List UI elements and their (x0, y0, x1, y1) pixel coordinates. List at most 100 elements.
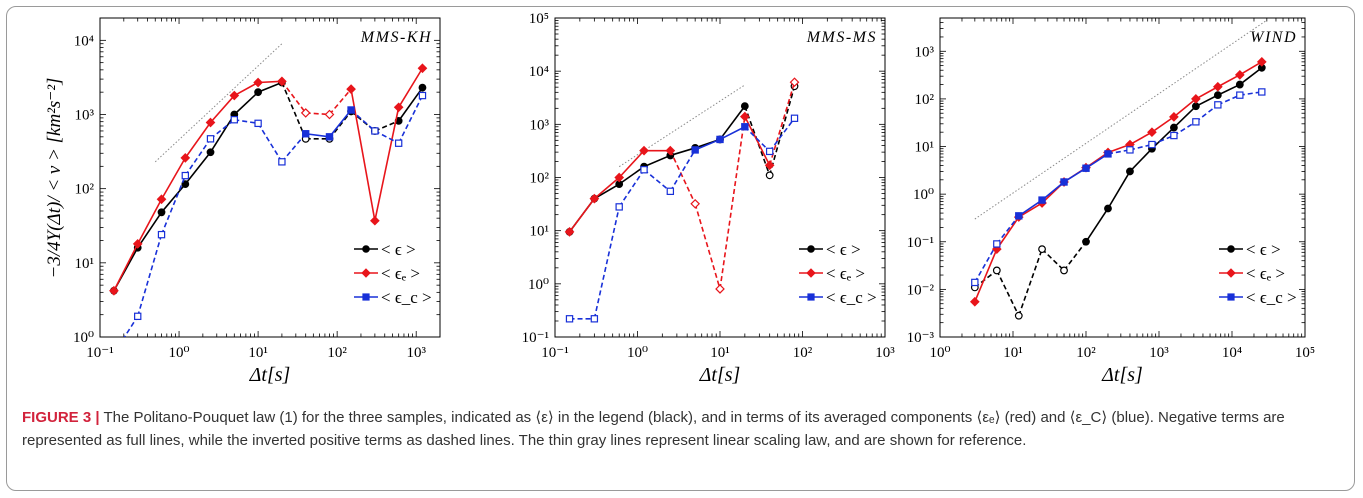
data-point (666, 187, 675, 196)
reference-line (154, 43, 283, 163)
axes-box (99, 17, 441, 338)
legend-marker (807, 245, 815, 253)
y-tick-label: 10⁰ (528, 277, 549, 293)
data-point (301, 130, 310, 138)
data-point (716, 135, 724, 144)
y-axis-label: −3/4Y(Δt)/ < v > [km²s⁻²] (44, 78, 65, 279)
data-point (764, 160, 775, 171)
y-tick-label: 10¹ (915, 140, 935, 156)
data-point (971, 278, 979, 287)
series-segment (1195, 86, 1219, 100)
data-point (230, 116, 239, 124)
y-tick-label: 10² (530, 171, 550, 187)
series-segment (643, 169, 671, 192)
data-point (1060, 178, 1068, 186)
x-tick-label: 10² (1076, 345, 1096, 361)
series-segment (744, 116, 771, 166)
series-segment (568, 198, 596, 233)
series-segment (996, 270, 1020, 317)
legend-label: < ϵ_c > (826, 288, 877, 307)
data-point (765, 147, 774, 156)
series-segment (593, 183, 620, 200)
data-point (1191, 102, 1200, 111)
y-tick-label: 10³ (915, 44, 935, 60)
data-point (1236, 91, 1244, 99)
series-segment (1041, 248, 1065, 272)
panel-1: 10⁻¹ 10⁰ 10¹ 10² 10³10⁰10¹10²10³10⁴Δt[s]MMS-… (73, 17, 441, 386)
x-tick-label: 10⁰ (929, 345, 950, 361)
series-eps-c (123, 91, 427, 337)
data-point (1082, 164, 1090, 172)
series-segment (719, 105, 746, 140)
series-segment (350, 88, 376, 221)
legend: < ϵ > < ϵₑ > < ϵ_c > (1219, 240, 1297, 307)
data-point (1192, 118, 1200, 126)
series-segment (1239, 61, 1263, 76)
series-segment (113, 243, 139, 292)
series-segment (209, 95, 235, 124)
data-point (992, 266, 1001, 275)
series-segment (768, 81, 796, 166)
data-point (206, 148, 215, 157)
series-segment (123, 315, 139, 337)
data-point (739, 111, 750, 122)
data-point (1082, 237, 1090, 246)
data-point (564, 227, 575, 237)
x-tick-label: 10⁻¹ (86, 345, 113, 361)
series-segment (1173, 98, 1197, 118)
data-point (253, 77, 263, 88)
data-point (181, 180, 190, 189)
series-segment (593, 176, 620, 200)
data-point (1038, 245, 1046, 254)
x-tick-label: 10⁰ (169, 345, 190, 361)
data-point (640, 166, 648, 174)
data-point (690, 198, 701, 209)
data-point (589, 193, 600, 204)
series-segment (233, 81, 259, 97)
x-tick-label: 10¹ (248, 345, 268, 361)
legend-label: < ϵ_c > (1246, 288, 1297, 307)
reference-line (618, 84, 746, 168)
series-segment (257, 81, 283, 93)
x-tick-label: 10⁰ (627, 345, 648, 361)
plot-area (109, 63, 428, 337)
data-point (1147, 127, 1157, 138)
data-point (741, 123, 749, 131)
reference-line (974, 19, 1268, 220)
series-segment (694, 203, 721, 290)
y-tick-label: 10² (915, 92, 935, 108)
y-tick-label: 10³ (75, 107, 95, 123)
legend-label: < ϵₑ > (381, 264, 420, 283)
series-segment (374, 120, 399, 132)
legend-marker (361, 268, 371, 278)
panel-3: 10⁰ 10¹ 10² 10³ 10⁴ 10⁵ 10⁻³ 10⁻² 10⁻¹ 10⁰ 10¹ 10² 1… (907, 17, 1315, 386)
data-point (1256, 57, 1267, 67)
data-point (1038, 196, 1046, 204)
series-segment (374, 107, 400, 221)
series-eps (565, 82, 799, 236)
data-point (418, 83, 427, 92)
series-segment (669, 149, 696, 192)
x-tick-label: 10⁴ (1222, 345, 1242, 361)
y-tick-label: 10³ (530, 117, 550, 133)
x-tick-label: 10¹ (1003, 345, 1023, 361)
series-segment (1129, 131, 1153, 146)
series-segment (996, 215, 1020, 245)
x-tick-label: 10³ (1149, 345, 1169, 361)
data-point (993, 240, 1001, 248)
series-segment (328, 88, 352, 116)
series-segment (1129, 148, 1153, 172)
series-segment (184, 151, 212, 185)
series-segment (234, 118, 259, 125)
series-segment (397, 95, 424, 144)
legend-label: < ϵ > (381, 240, 416, 259)
legend-label: < ϵ > (1246, 240, 1281, 259)
data-point (765, 171, 774, 180)
series-segment (669, 150, 696, 205)
x-axis-label: Δt[s] (1101, 364, 1143, 386)
y-tick-label: 10¹ (530, 224, 550, 240)
data-point (134, 312, 142, 321)
data-point (254, 119, 262, 128)
y-tick-label: 10⁻³ (907, 330, 935, 346)
